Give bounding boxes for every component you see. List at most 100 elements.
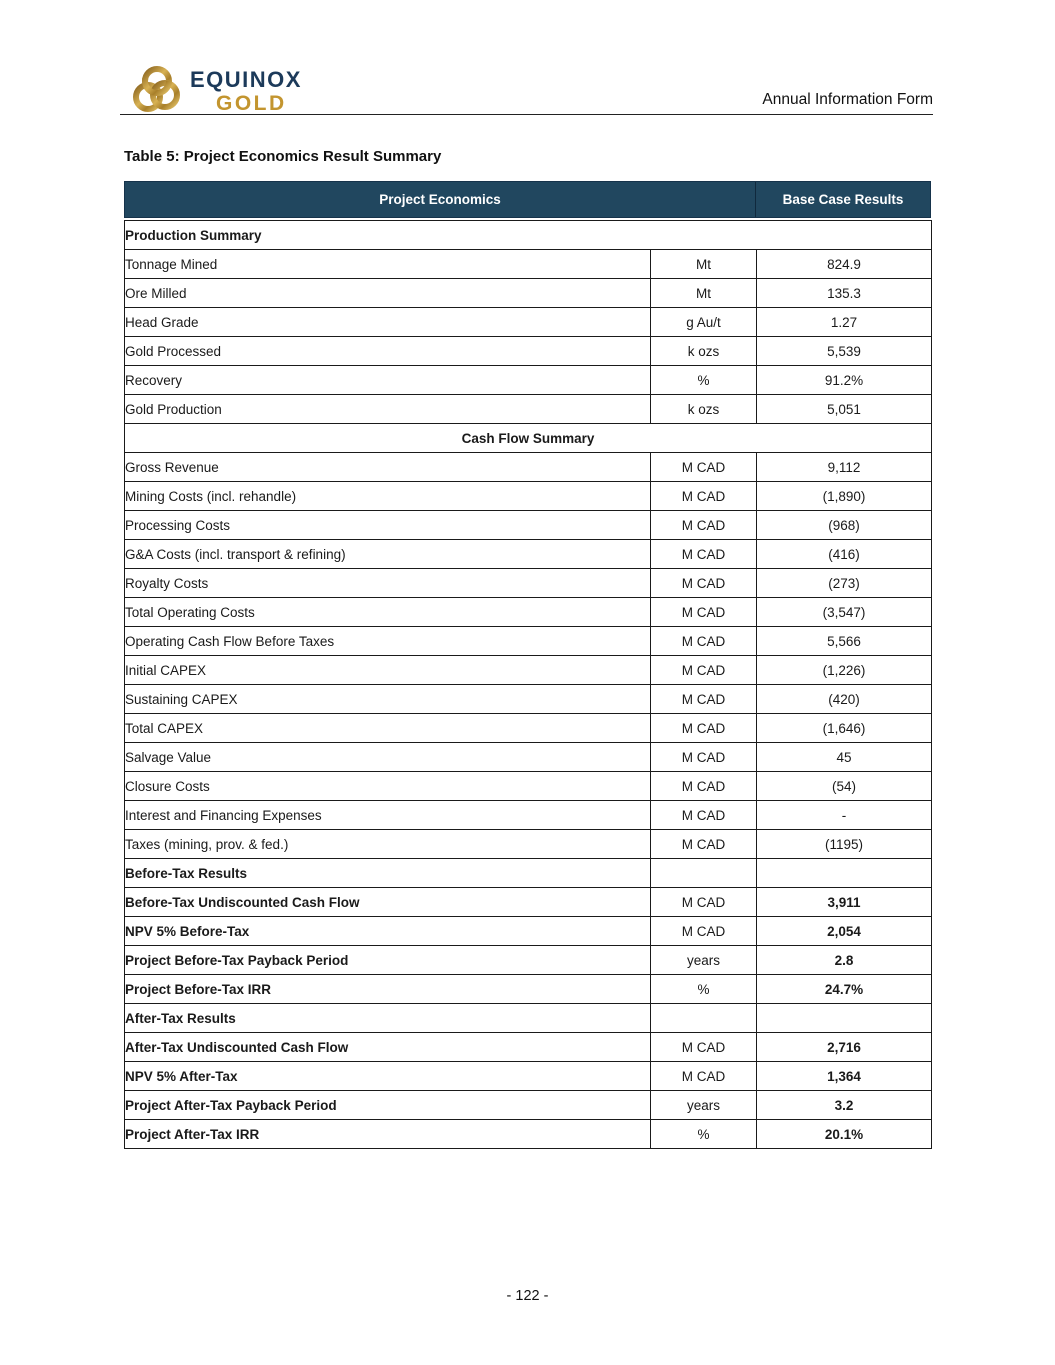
table-row: NPV 5% Before-Tax M CAD 2,054 <box>124 916 932 946</box>
row-value: 5,051 <box>756 394 932 424</box>
row-value: 20.1% <box>756 1119 932 1149</box>
row-label: NPV 5% Before-Tax <box>124 916 651 946</box>
table-header-row: Project Economics Base Case Results <box>124 181 931 218</box>
row-label: Head Grade <box>124 307 651 337</box>
row-value: - <box>756 800 932 830</box>
table-row: After-Tax Undiscounted Cash Flow M CAD 2,7… <box>124 1032 932 1062</box>
table-row: Project Before-Tax IRR% 24.7% <box>124 974 932 1004</box>
table-row: Operating Cash Flow Before Taxes M CAD 5,5… <box>124 626 932 656</box>
row-label: NPV 5% After-Tax <box>124 1061 651 1091</box>
row-value: 91.2% <box>756 365 932 395</box>
row-label: After-Tax Undiscounted Cash Flow <box>124 1032 651 1062</box>
row-value: (420) <box>756 684 932 714</box>
table-row: Royalty Costs M CAD (273) <box>124 568 932 598</box>
table-row: Processing Costs M CAD (968) <box>124 510 932 540</box>
table-row: Gold Processed k ozs 5,539 <box>124 336 932 366</box>
row-value: 5,539 <box>756 336 932 366</box>
table-row: Project Before-Tax Payback Period years 2.… <box>124 945 932 975</box>
logo-gold-text: GOLD <box>216 92 287 115</box>
row-label: Salvage Value <box>124 742 651 772</box>
row-label: Total Operating Costs <box>124 597 651 627</box>
row-label: Gold Processed <box>124 336 651 366</box>
row-label: Royalty Costs <box>124 568 651 598</box>
section-row: After-Tax Results <box>124 1003 932 1033</box>
row-label: Before-Tax Undiscounted Cash Flow <box>124 887 651 917</box>
table-row: Initial CAPEX M CAD (1,226) <box>124 655 932 685</box>
brand-logo: EQUINOX GOLD <box>131 64 302 118</box>
empty-unit-cell <box>650 858 757 888</box>
row-unit: k ozs <box>650 336 757 366</box>
table-row: Total CAPEX M CAD (1,646) <box>124 713 932 743</box>
row-value: (1195) <box>756 829 932 859</box>
table-row: Gross Revenue M CAD 9,112 <box>124 452 932 482</box>
row-unit: M CAD <box>650 742 757 772</box>
header-rule-divider <box>120 114 933 115</box>
row-label: Mining Costs (incl. rehandle) <box>124 481 651 511</box>
row-unit: M CAD <box>650 1061 757 1091</box>
row-value: 2,716 <box>756 1032 932 1062</box>
table-row: Head Grade g Au/t 1.27 <box>124 307 932 337</box>
row-value: (416) <box>756 539 932 569</box>
row-unit: M CAD <box>650 887 757 917</box>
section-label: Before-Tax Results <box>124 858 651 888</box>
row-label: Interest and Financing Expenses <box>124 800 651 830</box>
row-label: G&A Costs (incl. transport & refining) <box>124 539 651 569</box>
row-unit: M CAD <box>650 481 757 511</box>
row-unit: M CAD <box>650 713 757 743</box>
row-unit: years <box>650 1090 757 1120</box>
table-row: Recovery% 91.2% <box>124 365 932 395</box>
row-unit: g Au/t <box>650 307 757 337</box>
row-label: Processing Costs <box>124 510 651 540</box>
header-cell-project-economics: Project Economics <box>125 182 756 217</box>
row-value: 1,364 <box>756 1061 932 1091</box>
project-economics-table: Project Economics Base Case Results Prod… <box>124 181 932 1149</box>
row-label: Project After-Tax IRR <box>124 1119 651 1149</box>
row-value: (54) <box>756 771 932 801</box>
row-label: Initial CAPEX <box>124 655 651 685</box>
interlocking-rings-icon <box>133 66 180 112</box>
row-unit: % <box>650 1119 757 1149</box>
row-label: Gross Revenue <box>124 452 651 482</box>
row-label: Total CAPEX <box>124 713 651 743</box>
row-unit: % <box>650 365 757 395</box>
empty-value-cell <box>756 858 932 888</box>
row-label: Sustaining CAPEX <box>124 684 651 714</box>
row-unit: M CAD <box>650 1032 757 1062</box>
row-label: Recovery <box>124 365 651 395</box>
table-row: Sustaining CAPEX M CAD (420) <box>124 684 932 714</box>
row-value: 2.8 <box>756 945 932 975</box>
empty-unit-cell <box>650 1003 757 1033</box>
table-row: G&A Costs (incl. transport & refining) M … <box>124 539 932 569</box>
row-label: Gold Production <box>124 394 651 424</box>
row-unit: M CAD <box>650 597 757 627</box>
brand-wordmark: EQUINOX GOLD <box>190 64 302 115</box>
row-label: Project After-Tax Payback Period <box>124 1090 651 1120</box>
row-unit: M CAD <box>650 510 757 540</box>
row-unit: M CAD <box>650 626 757 656</box>
row-value: 824.9 <box>756 249 932 279</box>
row-value: (968) <box>756 510 932 540</box>
section-label: Cash Flow Summary <box>124 423 932 453</box>
row-label: Project Before-Tax IRR <box>124 974 651 1004</box>
table-row: Ore Milled Mt 135.3 <box>124 278 932 308</box>
row-unit: Mt <box>650 249 757 279</box>
table-row: Salvage Value M CAD 45 <box>124 742 932 772</box>
row-value: (273) <box>756 568 932 598</box>
header-cell-base-case-results: Base Case Results <box>782 192 904 207</box>
doc-type-label: Annual Information Form <box>762 91 933 108</box>
row-unit: M CAD <box>650 800 757 830</box>
row-value: (1,646) <box>756 713 932 743</box>
row-value: (1,890) <box>756 481 932 511</box>
table-row: Mining Costs (incl. rehandle) M CAD (1,890… <box>124 481 932 511</box>
row-value: (3,547) <box>756 597 932 627</box>
table-row: Project After-Tax IRR% 20.1% <box>124 1119 932 1149</box>
row-label: Tonnage Mined <box>124 249 651 279</box>
row-value: 45 <box>756 742 932 772</box>
row-value: (1,226) <box>756 655 932 685</box>
page-number: - 122 - <box>506 1288 549 1304</box>
row-unit: M CAD <box>650 655 757 685</box>
row-unit: M CAD <box>650 452 757 482</box>
row-label: Ore Milled <box>124 278 651 308</box>
table-row: Project After-Tax Payback Period years 3.2 <box>124 1090 932 1120</box>
